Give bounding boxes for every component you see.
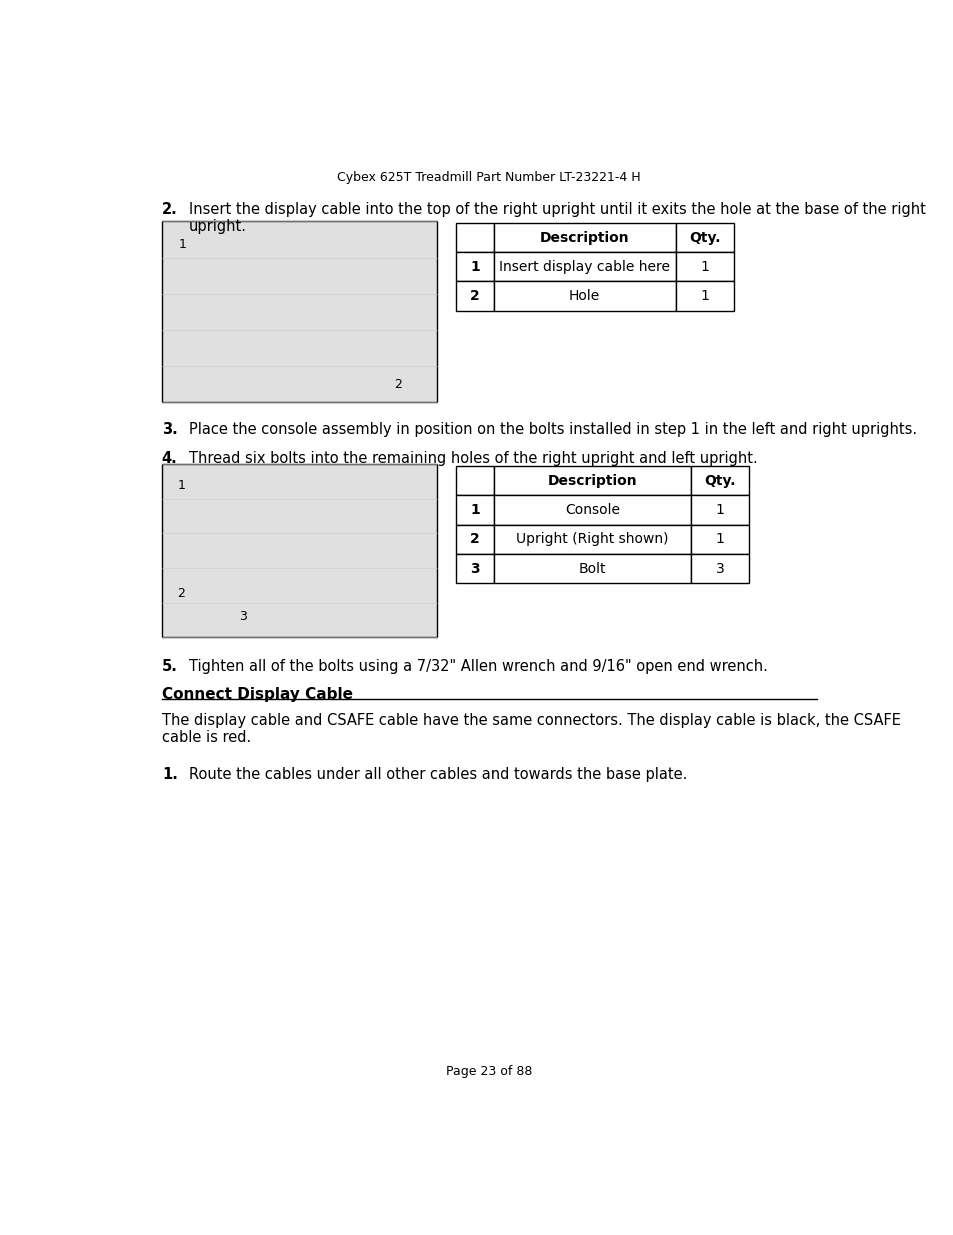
Bar: [493, 555, 691, 583]
Bar: [162, 464, 436, 637]
Bar: [162, 221, 436, 403]
Text: Thread six bolts into the remaining holes of the right upright and left upright.: Thread six bolts into the remaining hole…: [189, 451, 757, 466]
Bar: [691, 495, 748, 525]
Text: 3: 3: [715, 562, 724, 576]
Text: 3: 3: [470, 562, 479, 576]
Bar: [456, 495, 493, 525]
Text: Qty.: Qty.: [703, 474, 736, 488]
Bar: [675, 282, 733, 311]
Text: Hole: Hole: [568, 289, 599, 303]
Text: 2: 2: [470, 532, 479, 546]
Text: 1.: 1.: [162, 767, 177, 782]
Text: Cybex 625T Treadmill Part Number LT-23221-4 H: Cybex 625T Treadmill Part Number LT-2322…: [336, 172, 640, 184]
Text: 1: 1: [700, 289, 708, 303]
Bar: [456, 555, 493, 583]
Text: 3: 3: [239, 610, 247, 624]
Text: 1: 1: [179, 238, 187, 251]
Bar: [691, 525, 748, 555]
Text: 2.: 2.: [162, 203, 177, 217]
Text: 1: 1: [177, 478, 185, 492]
Text: Page 23 of 88: Page 23 of 88: [445, 1065, 532, 1078]
Text: 1: 1: [700, 259, 708, 274]
Text: 5.: 5.: [162, 658, 177, 674]
Bar: [691, 555, 748, 583]
Text: 4.: 4.: [162, 451, 177, 466]
Text: Description: Description: [547, 474, 637, 488]
Text: 1: 1: [470, 259, 479, 274]
Text: 2: 2: [177, 587, 185, 600]
Text: Qty.: Qty.: [688, 231, 720, 245]
Text: 2: 2: [470, 289, 479, 303]
Bar: [493, 282, 675, 311]
Text: 3.: 3.: [162, 421, 177, 436]
Text: Connect Display Cable: Connect Display Cable: [162, 687, 353, 703]
Bar: [456, 525, 493, 555]
Text: Console: Console: [564, 503, 619, 517]
Bar: [675, 222, 733, 252]
Bar: [456, 282, 493, 311]
Bar: [493, 466, 691, 495]
Text: Description: Description: [539, 231, 629, 245]
Text: 1: 1: [470, 503, 479, 517]
Text: Route the cables under all other cables and towards the base plate.: Route the cables under all other cables …: [189, 767, 687, 782]
Text: 2: 2: [394, 378, 402, 391]
Text: Insert display cable here: Insert display cable here: [498, 259, 669, 274]
Text: Place the console assembly in position on the bolts installed in step 1 in the l: Place the console assembly in position o…: [189, 421, 916, 436]
Text: Bolt: Bolt: [578, 562, 605, 576]
Bar: [493, 252, 675, 282]
Bar: [456, 222, 493, 252]
Text: 1: 1: [715, 503, 724, 517]
Bar: [691, 466, 748, 495]
Bar: [493, 525, 691, 555]
Bar: [675, 252, 733, 282]
Bar: [493, 222, 675, 252]
Text: 1: 1: [715, 532, 724, 546]
Text: Tighten all of the bolts using a 7/32" Allen wrench and 9/16" open end wrench.: Tighten all of the bolts using a 7/32" A…: [189, 658, 767, 674]
Bar: [493, 495, 691, 525]
Bar: [456, 466, 493, 495]
Text: Insert the display cable into the top of the right upright until it exits the ho: Insert the display cable into the top of…: [189, 203, 925, 235]
Text: Upright (Right shown): Upright (Right shown): [516, 532, 668, 546]
Bar: [456, 252, 493, 282]
Text: The display cable and CSAFE cable have the same connectors. The display cable is: The display cable and CSAFE cable have t…: [162, 713, 900, 745]
